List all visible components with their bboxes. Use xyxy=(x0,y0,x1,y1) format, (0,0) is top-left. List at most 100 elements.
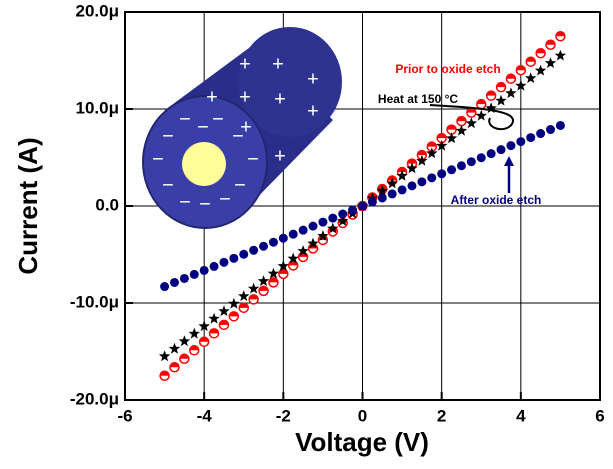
minus-sign: − xyxy=(179,108,191,130)
marker xyxy=(358,201,367,211)
marker xyxy=(199,265,209,275)
marker xyxy=(545,39,556,50)
marker xyxy=(238,302,249,314)
marker xyxy=(218,319,230,331)
plus-sign: + xyxy=(307,68,319,90)
minus-sign: − xyxy=(162,125,174,147)
marker xyxy=(328,213,338,223)
marker xyxy=(189,269,199,279)
plus-sign: + xyxy=(272,53,284,75)
marker xyxy=(267,267,280,279)
plot-marks xyxy=(158,31,567,381)
marker xyxy=(259,241,269,251)
marker xyxy=(455,124,468,136)
plus-sign: + xyxy=(274,88,286,110)
marker xyxy=(386,177,398,189)
x-tick-label: -6 xyxy=(117,406,132,425)
marker xyxy=(485,90,497,101)
plus-sign: + xyxy=(240,116,252,138)
marker xyxy=(466,107,477,118)
marker xyxy=(536,129,546,139)
marker xyxy=(198,320,210,332)
marker xyxy=(505,87,517,99)
marker xyxy=(209,261,219,271)
marker xyxy=(318,217,328,227)
marker xyxy=(198,336,210,348)
plus-sign: + xyxy=(239,53,251,75)
plus-sign: + xyxy=(206,86,218,108)
marker-half xyxy=(160,371,170,376)
marker xyxy=(445,132,458,144)
marker xyxy=(317,230,329,241)
annotation-arrow xyxy=(429,104,515,131)
minus-sign: − xyxy=(152,148,164,170)
marker xyxy=(168,342,181,354)
marker xyxy=(456,161,466,171)
marker xyxy=(466,157,476,167)
marker xyxy=(525,56,536,67)
marker xyxy=(298,225,308,235)
x-axis-label: Voltage (V) xyxy=(295,427,429,457)
marker xyxy=(287,252,299,264)
cylinder-end xyxy=(238,27,342,137)
marker xyxy=(169,277,179,287)
marker-half xyxy=(536,48,546,54)
marker-half xyxy=(516,65,526,71)
marker xyxy=(288,229,298,239)
marker xyxy=(427,173,437,183)
marker xyxy=(495,81,507,93)
marker xyxy=(476,98,487,110)
marker xyxy=(475,109,487,121)
marker-half xyxy=(407,159,417,164)
x-tick-label: 4 xyxy=(516,406,526,425)
marker-half xyxy=(486,91,496,96)
x-tick-label: 6 xyxy=(595,406,604,425)
marker xyxy=(486,149,496,159)
cylinder-illustration: + +++ + ++++− − −− −− −− −− − − xyxy=(142,27,342,229)
marker-half xyxy=(209,328,219,334)
x-tick-label: 0 xyxy=(358,406,367,425)
marker-half xyxy=(417,150,427,156)
marker xyxy=(229,253,239,263)
marker xyxy=(555,31,566,42)
marker xyxy=(208,328,220,339)
marker xyxy=(496,145,506,155)
marker-half xyxy=(249,294,259,300)
marker xyxy=(278,233,288,243)
marker xyxy=(179,353,190,365)
marker-half xyxy=(199,337,209,342)
marker xyxy=(546,125,556,135)
marker xyxy=(337,215,349,226)
marker-half xyxy=(268,277,278,283)
annotations: Prior to oxide etch Heat at 150 °C After o… xyxy=(378,62,541,207)
marker xyxy=(239,249,249,259)
marker-half xyxy=(427,142,437,147)
cylinder-core xyxy=(182,142,226,186)
marker-half xyxy=(466,108,476,113)
plus-sign: + xyxy=(239,86,251,108)
marker-half xyxy=(526,57,536,62)
minus-sign: − xyxy=(232,125,244,147)
marker xyxy=(554,49,567,61)
plus-sign: + xyxy=(307,100,319,122)
marker xyxy=(485,102,497,114)
series-annotation: After oxide etch xyxy=(451,193,542,207)
y-tick-label: -10.0μ xyxy=(70,292,119,311)
series-annotation: Prior to oxide etch xyxy=(395,62,500,76)
plus-sign: + xyxy=(274,145,286,167)
marker-half xyxy=(506,74,516,79)
x-tick-label: 2 xyxy=(437,406,446,425)
marker xyxy=(228,311,240,322)
marker xyxy=(417,177,427,187)
marker xyxy=(189,345,200,356)
marker xyxy=(367,197,377,207)
marker-half xyxy=(179,354,189,359)
marker-half xyxy=(278,269,288,274)
minus-sign: − xyxy=(234,174,246,196)
marker xyxy=(447,165,457,175)
minus-sign: − xyxy=(212,108,224,130)
marker-half xyxy=(169,362,179,368)
marker xyxy=(515,79,527,91)
minus-sign: − xyxy=(179,191,191,213)
